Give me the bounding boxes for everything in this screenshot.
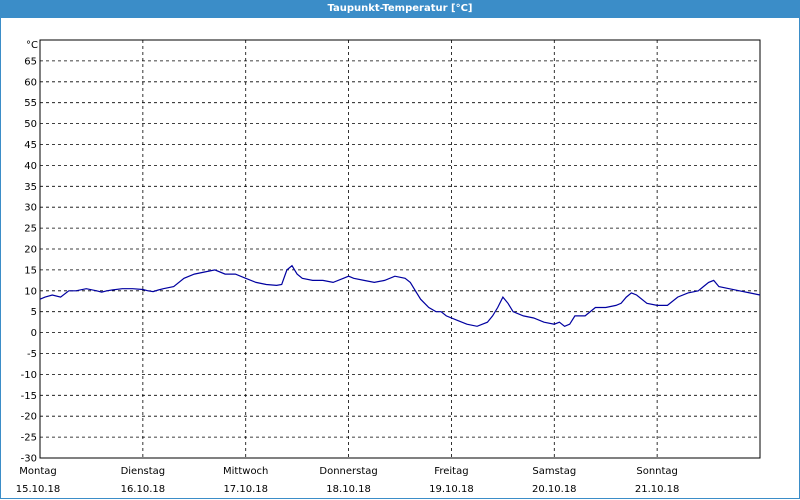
- y-tick-label: 35: [24, 182, 37, 193]
- y-tick-label: 60: [24, 77, 37, 88]
- x-tick-date: 16.10.18: [121, 484, 166, 495]
- y-tick-label: 5: [31, 307, 37, 318]
- x-tick-date: 20.10.18: [532, 484, 577, 495]
- y-tick-label: 0: [31, 328, 37, 339]
- y-tick-label: -30: [21, 454, 37, 465]
- x-tick-date: 18.10.18: [326, 484, 371, 495]
- x-tick-day: Montag: [19, 466, 56, 477]
- plot-border: [39, 39, 761, 459]
- y-tick-label: 40: [24, 161, 37, 172]
- grid-lines: [40, 40, 760, 459]
- y-tick-label: 45: [24, 140, 37, 151]
- y-tick-label: -5: [27, 349, 37, 360]
- y-tick-label: -10: [21, 370, 37, 381]
- x-tick-date: 15.10.18: [16, 484, 61, 495]
- y-tick-label: 25: [24, 224, 37, 235]
- y-tick-label: -25: [21, 433, 37, 444]
- x-tick-day: Dienstag: [121, 466, 166, 477]
- x-tick-day: Sonntag: [636, 466, 678, 477]
- y-axis-label: °C: [26, 40, 38, 51]
- x-tick-day: Donnerstag: [319, 466, 377, 477]
- x-tick-day: Samstag: [532, 466, 576, 477]
- y-tick-label: 10: [24, 286, 37, 297]
- x-tick-date: 19.10.18: [429, 484, 474, 495]
- y-axis: 65605550454035302520151050-5-10-15-20-25…: [21, 56, 37, 464]
- y-tick-label: 15: [24, 265, 37, 276]
- series-line-dewpoint: [39, 264, 761, 327]
- x-axis: Montag 15.10.18 Dienstag 16.10.18 Mittwoch 17…: [16, 466, 680, 495]
- y-tick-label: 30: [24, 203, 37, 214]
- y-tick-label: 55: [24, 98, 37, 109]
- y-tick-label: 20: [24, 245, 37, 256]
- x-tick-date: 17.10.18: [223, 484, 268, 495]
- x-tick-day: Freitag: [434, 466, 468, 477]
- chart-title: Taupunkt-Temperatur [°C]: [0, 0, 800, 18]
- y-tick-label: 50: [24, 119, 37, 130]
- y-tick-label: 65: [24, 56, 37, 67]
- x-tick-date: 21.10.18: [635, 484, 680, 495]
- x-tick-day: Mittwoch: [223, 466, 268, 477]
- y-tick-label: -20: [21, 412, 37, 423]
- y-tick-label: -15: [21, 391, 37, 402]
